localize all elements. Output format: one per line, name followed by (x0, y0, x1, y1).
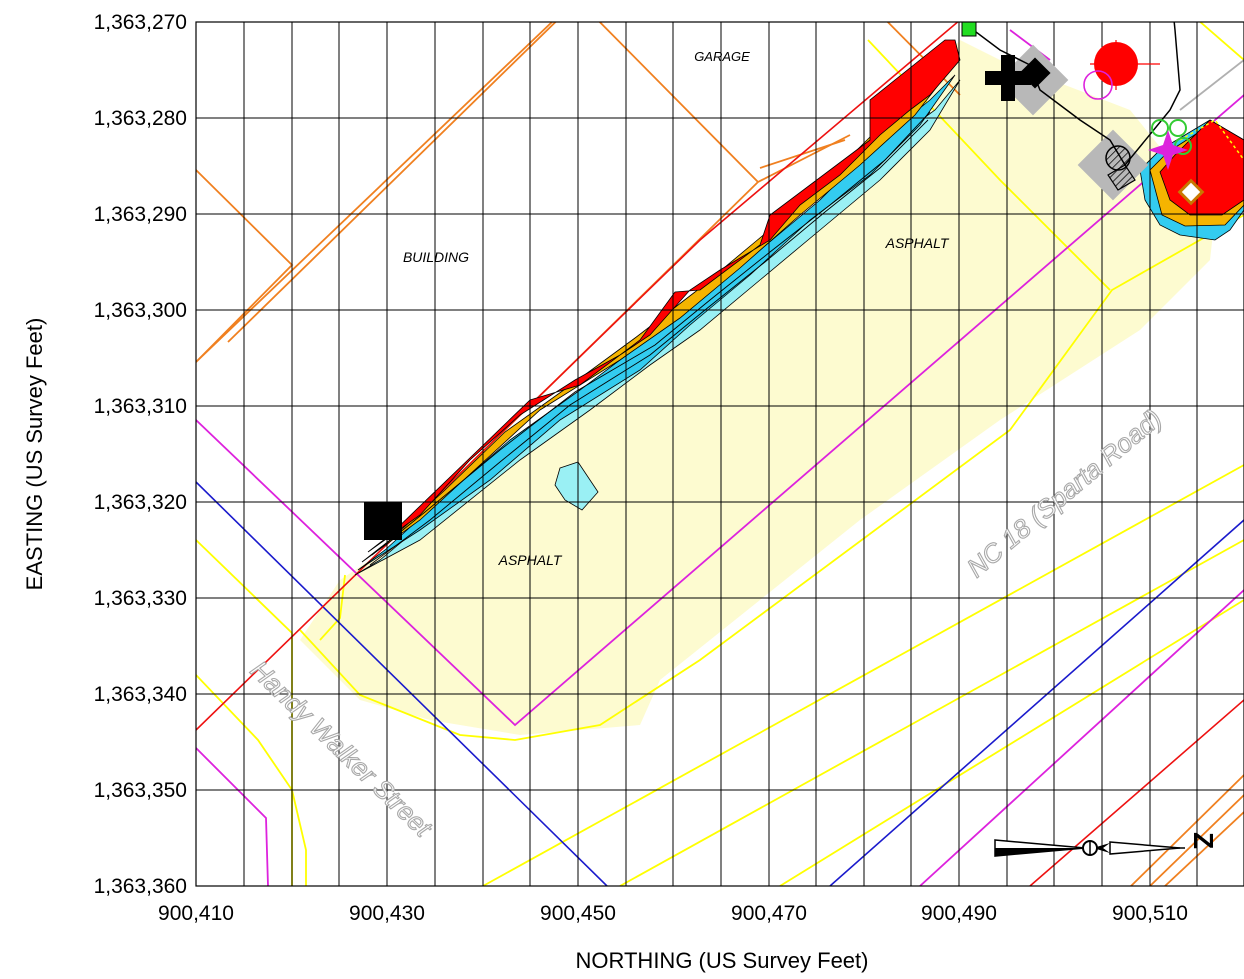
y-axis-title: EASTING (US Survey Feet) (22, 318, 47, 591)
y-tick-label: 1,363,320 (94, 491, 187, 514)
contour-high-band (367, 39, 961, 553)
y-tick-label: 1,363,350 (94, 779, 187, 802)
x-tick-label: 900,510 (1112, 902, 1188, 925)
y-tick-label: 1,363,300 (94, 299, 187, 322)
hatched-marker (1105, 145, 1136, 191)
y-tick-label: 1,363,270 (94, 11, 187, 34)
cross-symbol (985, 55, 1031, 101)
black-trace-line (961, 22, 1181, 167)
x-tick-labels: 900,410 900,430 900,450 900,470 900,490 … (158, 902, 1188, 925)
y-tick-label: 1,363,310 (94, 395, 187, 418)
x-tick-label: 900,450 (540, 902, 616, 925)
north-arrow: Z (994, 832, 1219, 857)
grey-line (1179, 59, 1244, 111)
y-tick-label: 1,363,330 (94, 587, 187, 610)
orange-diamond-symbol (1177, 178, 1205, 206)
green-marker (961, 22, 977, 37)
magenta-ring (1083, 70, 1113, 100)
property-lines (196, 29, 1244, 886)
red-utility-lines (196, 22, 1244, 886)
y-tick-label: 1,363,340 (94, 683, 187, 706)
label-asphalt-lower: ASPHALT (498, 552, 563, 568)
north-arrow-letter: Z (1188, 832, 1219, 849)
y-tick-label: 1,363,280 (94, 107, 187, 130)
blue-utility-lines (196, 481, 1244, 886)
x-axis-title: NORTHING (US Survey Feet) (576, 948, 869, 973)
y-tick-label: 1,363,360 (94, 875, 187, 898)
label-garage: GARAGE (694, 49, 750, 64)
x-tick-label: 900,470 (731, 902, 807, 925)
x-tick-label: 900,430 (349, 902, 425, 925)
x-tick-label: 900,490 (921, 902, 997, 925)
red-crosshair (1090, 40, 1160, 90)
contour-line-set (369, 111, 931, 566)
label-building: BUILDING (403, 249, 469, 265)
magenta-star-symbol (1148, 130, 1188, 170)
grid (196, 22, 1244, 886)
plot-frame (195, 21, 1244, 887)
y-tick-label: 1,363,290 (94, 203, 187, 226)
dotted-boundary (1179, 119, 1244, 161)
x-tick-label: 900,410 (158, 902, 234, 925)
monitoring-well-square (364, 502, 402, 540)
y-tick-labels: 1,363,270 1,363,280 1,363,290 1,363,300 … (94, 11, 187, 898)
plot-area (196, 22, 1244, 886)
label-asphalt-upper: ASPHALT (885, 235, 950, 251)
